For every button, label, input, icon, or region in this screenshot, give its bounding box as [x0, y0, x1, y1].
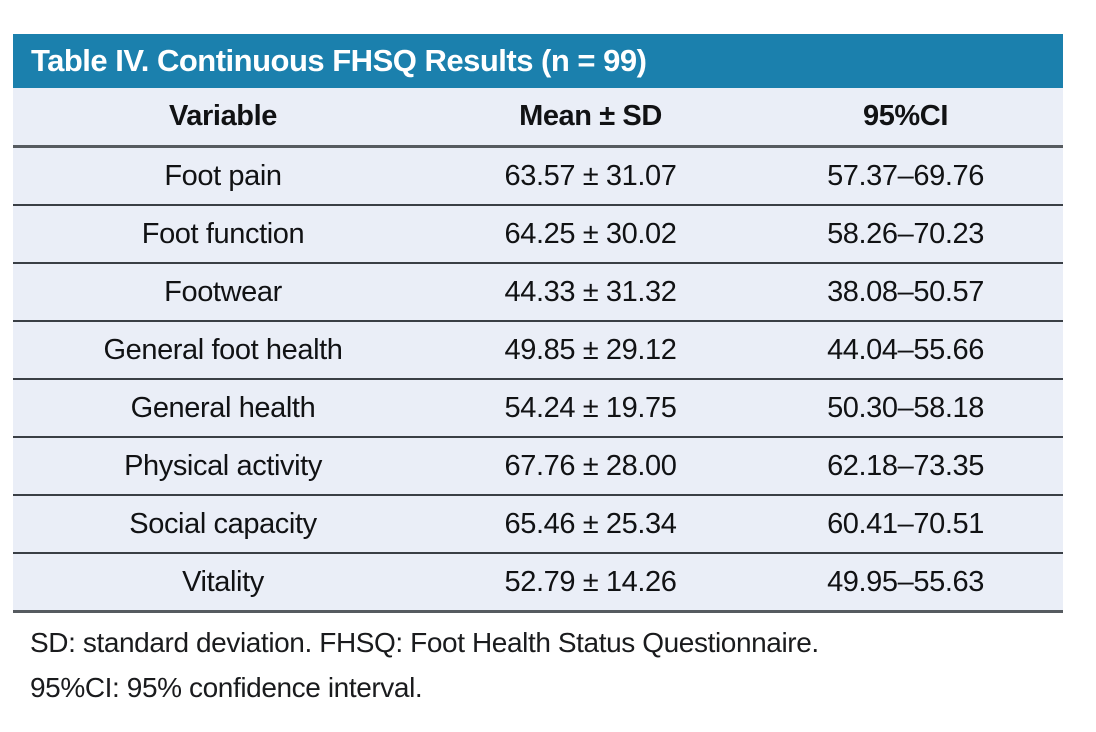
table-row: Physical activity 67.76 ± 28.00 62.18–73… [13, 438, 1063, 496]
table-row: Foot pain 63.57 ± 31.07 57.37–69.76 [13, 148, 1063, 206]
table-row: General foot health 49.85 ± 29.12 44.04–… [13, 322, 1063, 380]
table-grid: Variable Mean ± SD 95%CI Foot pain 63.57… [13, 88, 1063, 613]
row-variable: Vitality [182, 565, 264, 598]
row-variable: Social capacity [129, 507, 317, 540]
row-mean-sd: 52.79 ± 14.26 [504, 565, 677, 598]
row-ci: 57.37–69.76 [827, 159, 984, 192]
row-variable: Foot pain [164, 159, 282, 192]
footnote-line-1: SD: standard deviation. FHSQ: Foot Healt… [30, 627, 819, 658]
row-ci: 60.41–70.51 [827, 507, 984, 540]
row-ci: 44.04–55.66 [827, 333, 984, 366]
row-mean-sd: 44.33 ± 31.32 [504, 275, 677, 308]
row-ci: 50.30–58.18 [827, 391, 984, 424]
row-mean-sd: 63.57 ± 31.07 [504, 159, 677, 192]
fhsq-results-table: Table IV. Continuous FHSQ Results (n = 9… [13, 34, 1063, 613]
row-mean-sd: 54.24 ± 19.75 [504, 391, 677, 424]
table-title-bar: Table IV. Continuous FHSQ Results (n = 9… [13, 34, 1063, 88]
row-ci: 62.18–73.35 [827, 449, 984, 482]
row-ci: 38.08–50.57 [827, 275, 984, 308]
row-variable: General health [130, 391, 316, 424]
table-row: Foot function 64.25 ± 30.02 58.26–70.23 [13, 206, 1063, 264]
row-mean-sd: 64.25 ± 30.02 [504, 217, 677, 250]
row-mean-sd: 49.85 ± 29.12 [504, 333, 677, 366]
table-header-row: Variable Mean ± SD 95%CI [13, 88, 1063, 148]
row-variable: Foot function [141, 217, 305, 250]
table-footnotes: SD: standard deviation. FHSQ: Foot Healt… [30, 620, 819, 710]
table-row: Footwear 44.33 ± 31.32 38.08–50.57 [13, 264, 1063, 322]
table-title: Table IV. Continuous FHSQ Results (n = 9… [31, 43, 647, 78]
row-variable: Footwear [164, 275, 282, 308]
row-ci: 49.95–55.63 [827, 565, 984, 598]
row-variable: Physical activity [124, 449, 322, 482]
row-ci: 58.26–70.23 [827, 217, 984, 250]
table-row: Vitality 52.79 ± 14.26 49.95–55.63 [13, 554, 1063, 613]
table-row: Social capacity 65.46 ± 25.34 60.41–70.5… [13, 496, 1063, 554]
column-header-variable: Variable [168, 100, 278, 132]
table-row: General health 54.24 ± 19.75 50.30–58.18 [13, 380, 1063, 438]
row-variable: General foot health [103, 333, 343, 366]
row-mean-sd: 65.46 ± 25.34 [504, 507, 677, 540]
row-mean-sd: 67.76 ± 28.00 [504, 449, 677, 482]
column-header-mean-sd: Mean ± SD [519, 100, 662, 132]
column-header-95ci: 95%CI [862, 100, 949, 132]
footnote-line-2: 95%CI: 95% confidence interval. [30, 672, 423, 703]
